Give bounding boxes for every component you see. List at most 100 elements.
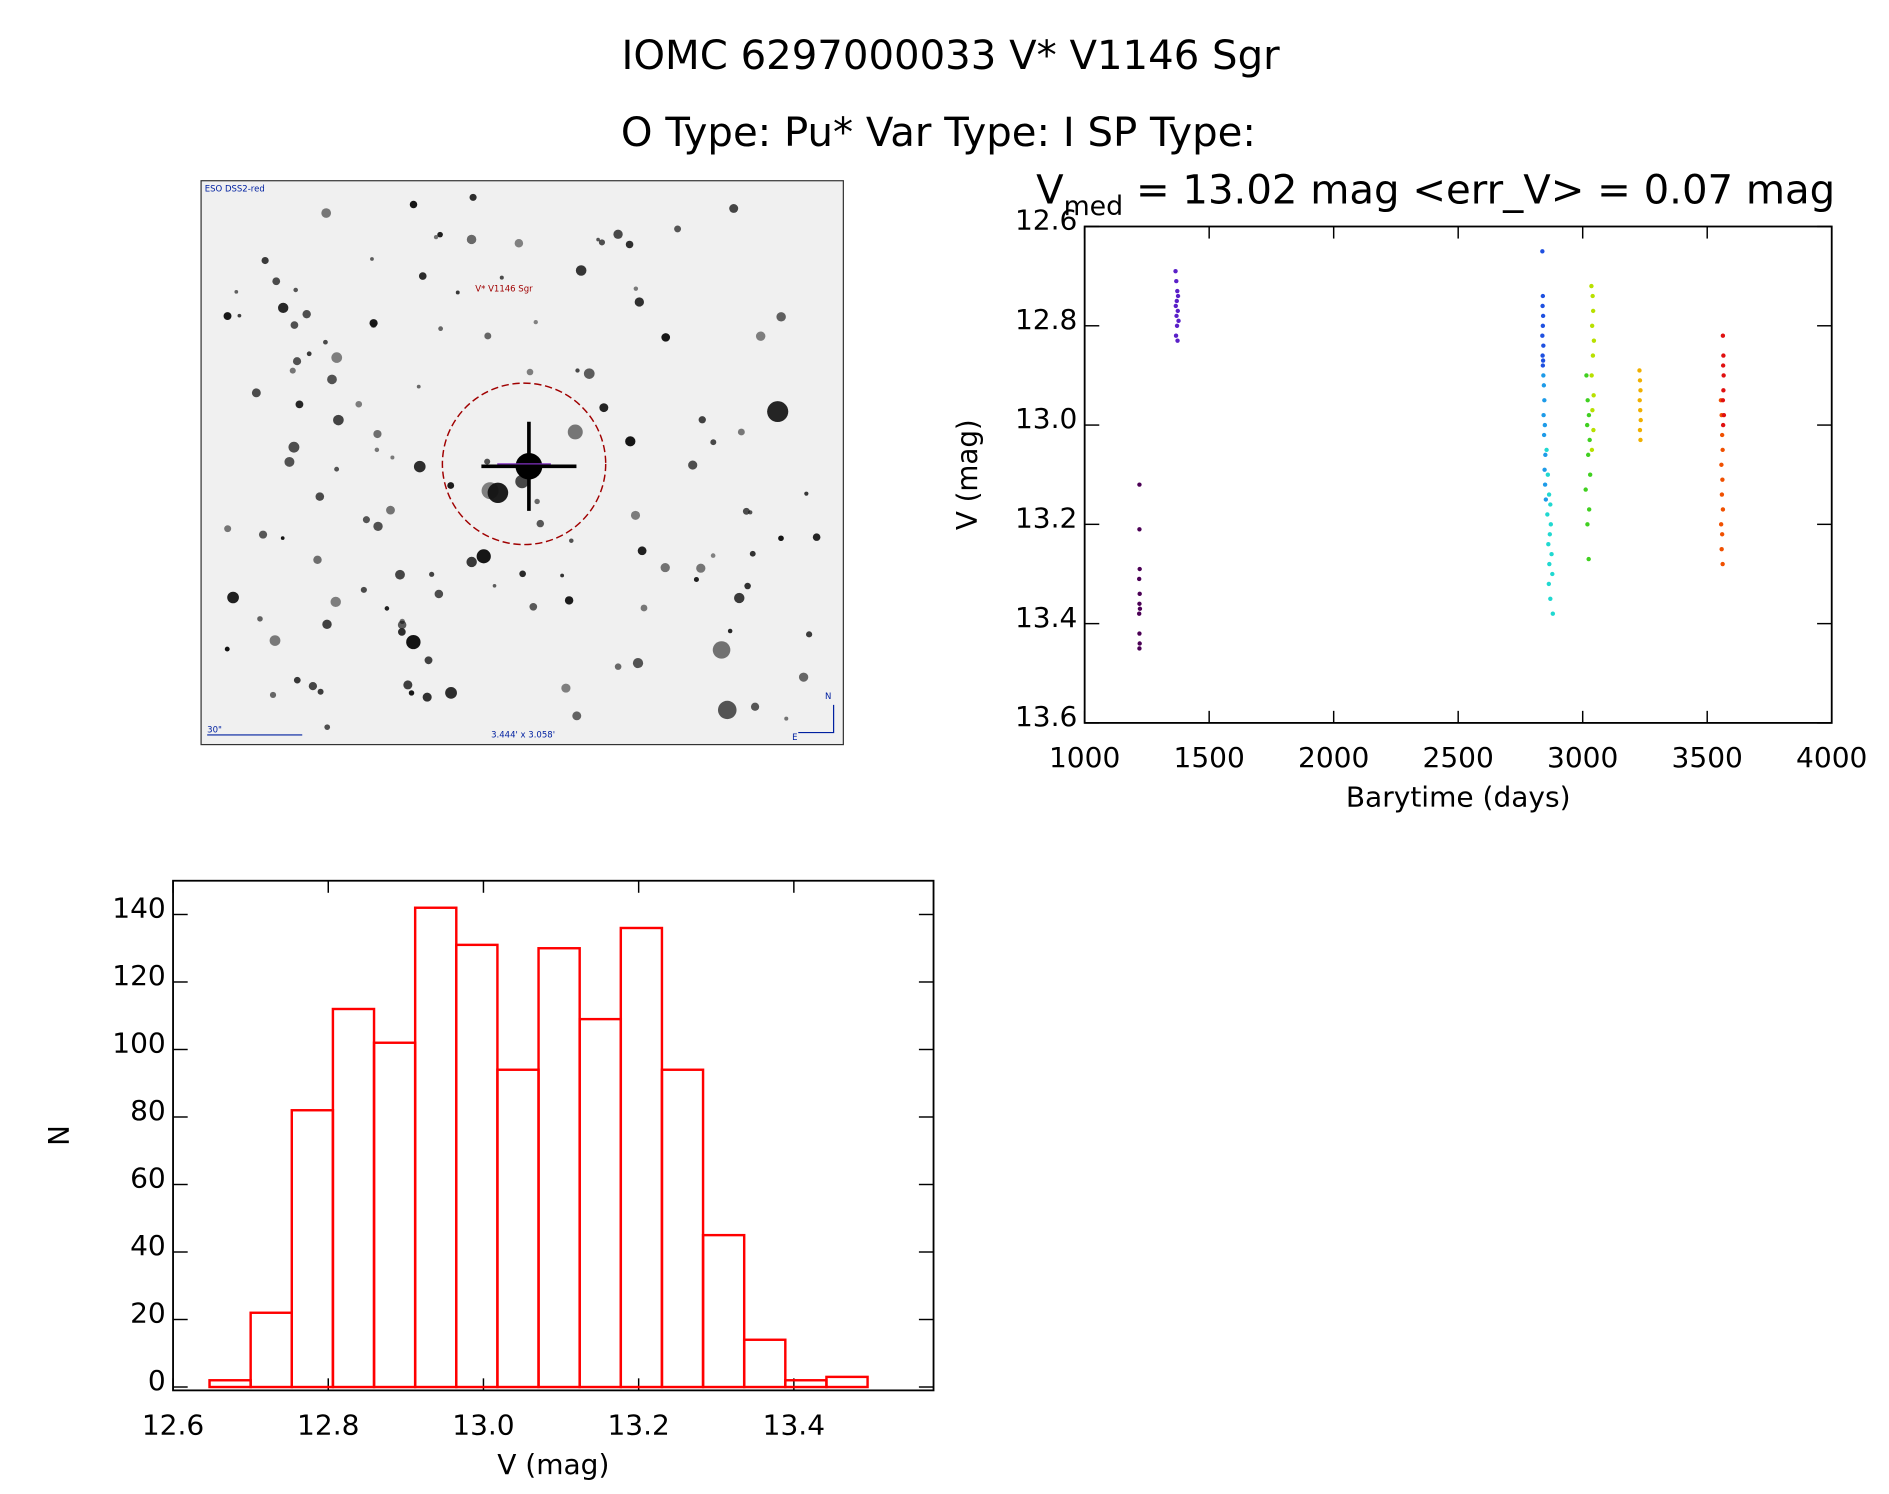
star bbox=[806, 631, 813, 638]
star bbox=[569, 538, 574, 543]
y-tick-label: 12.6 bbox=[1015, 204, 1077, 237]
star bbox=[322, 619, 332, 629]
star bbox=[534, 498, 540, 505]
point bbox=[1540, 303, 1545, 309]
bar bbox=[372, 1041, 417, 1389]
point bbox=[1720, 561, 1725, 567]
star bbox=[698, 416, 706, 424]
star bbox=[798, 672, 809, 682]
point bbox=[1719, 492, 1725, 497]
star bbox=[625, 240, 634, 249]
star bbox=[445, 687, 457, 699]
star bbox=[293, 287, 298, 293]
star bbox=[434, 589, 444, 599]
point bbox=[1638, 388, 1643, 393]
y-tick-label: 13.4 bbox=[1015, 601, 1077, 634]
star bbox=[429, 571, 435, 577]
point bbox=[1584, 422, 1590, 428]
y-axis-label: N bbox=[43, 1125, 76, 1146]
star bbox=[323, 339, 328, 345]
point bbox=[1175, 288, 1180, 294]
point bbox=[1591, 393, 1596, 398]
y-tick-label: 0 bbox=[148, 1364, 166, 1397]
point bbox=[1540, 363, 1546, 368]
point bbox=[1589, 447, 1595, 453]
star bbox=[567, 424, 583, 440]
star bbox=[596, 237, 600, 242]
star bbox=[438, 326, 443, 332]
point bbox=[1546, 581, 1552, 587]
star bbox=[717, 700, 737, 720]
point bbox=[1720, 398, 1726, 403]
target-circle bbox=[441, 382, 607, 546]
star bbox=[422, 692, 432, 702]
point bbox=[1591, 338, 1597, 343]
point bbox=[1542, 398, 1547, 403]
star bbox=[237, 313, 242, 318]
bar bbox=[742, 1338, 787, 1389]
star bbox=[696, 563, 706, 573]
bar bbox=[208, 1379, 252, 1389]
star bbox=[333, 414, 344, 426]
star bbox=[315, 492, 325, 501]
star bbox=[712, 641, 731, 659]
point bbox=[1590, 353, 1596, 358]
point bbox=[1174, 313, 1179, 319]
point bbox=[1540, 323, 1546, 328]
star bbox=[362, 516, 370, 524]
y-tick-label: 13.6 bbox=[1015, 700, 1077, 733]
y-tick-label: 12.8 bbox=[1015, 303, 1077, 336]
point bbox=[1585, 522, 1590, 527]
chart-title: Vmed = 13.02 mag <err_V> = 0.07 mag bbox=[1036, 168, 1835, 222]
star bbox=[321, 208, 332, 218]
bar bbox=[619, 926, 664, 1389]
compass bbox=[798, 704, 835, 734]
point bbox=[1589, 323, 1595, 328]
y-tick-label: 120 bbox=[112, 959, 165, 992]
point bbox=[1587, 472, 1593, 477]
point bbox=[1638, 417, 1643, 423]
point bbox=[1584, 373, 1589, 378]
point bbox=[1637, 427, 1643, 433]
star bbox=[575, 265, 587, 276]
point bbox=[1720, 447, 1725, 453]
star bbox=[784, 716, 789, 721]
star bbox=[324, 724, 331, 730]
point bbox=[1174, 278, 1179, 284]
star bbox=[277, 302, 289, 314]
point bbox=[1590, 308, 1596, 314]
point bbox=[1137, 482, 1142, 487]
point bbox=[1137, 631, 1142, 636]
x-tick-label: 4000 bbox=[1796, 741, 1867, 774]
page-subtitle: O Type: Pu* Var Type: I SP Type: bbox=[621, 110, 1256, 156]
bar bbox=[290, 1109, 335, 1389]
point bbox=[1545, 472, 1551, 477]
star bbox=[572, 711, 582, 721]
star bbox=[234, 289, 239, 294]
point bbox=[1546, 542, 1551, 547]
point bbox=[1720, 507, 1726, 512]
bar bbox=[455, 943, 499, 1389]
star bbox=[406, 634, 421, 650]
point bbox=[1589, 373, 1594, 378]
star bbox=[499, 275, 504, 280]
star bbox=[737, 428, 745, 436]
x-tick-label: 12.8 bbox=[297, 1409, 359, 1442]
star bbox=[466, 234, 477, 245]
star bbox=[384, 606, 390, 611]
bar bbox=[660, 1068, 705, 1389]
star bbox=[418, 272, 427, 280]
point bbox=[1540, 293, 1546, 299]
point bbox=[1638, 437, 1643, 443]
star bbox=[661, 333, 671, 342]
star bbox=[583, 368, 595, 379]
star bbox=[397, 628, 406, 636]
bar bbox=[825, 1375, 869, 1389]
star bbox=[257, 616, 263, 622]
point bbox=[1540, 353, 1545, 358]
star bbox=[302, 309, 311, 319]
point bbox=[1590, 408, 1595, 413]
star bbox=[749, 550, 756, 557]
y-tick-label: 140 bbox=[112, 892, 165, 925]
point bbox=[1721, 388, 1726, 393]
